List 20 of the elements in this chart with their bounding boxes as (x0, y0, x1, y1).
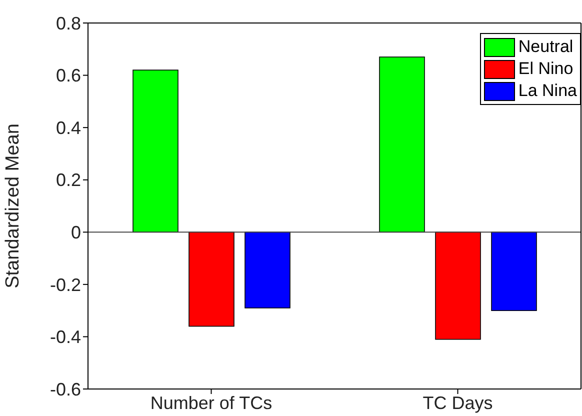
bar (435, 232, 481, 340)
legend-label: Neutral (518, 37, 574, 57)
y-tick-label: 0 (70, 222, 81, 243)
bar (244, 232, 290, 308)
y-tick-label: 0.6 (56, 66, 81, 86)
y-tick-label: -0.6 (50, 379, 81, 400)
y-tick-label: 0.4 (56, 118, 81, 138)
y-tick-label: -0.2 (50, 274, 81, 295)
y-tick-label: 0.2 (56, 170, 81, 190)
bar (132, 70, 178, 233)
y-tick-label: -0.4 (50, 327, 81, 348)
legend-label: El Nino (518, 59, 574, 79)
y-tick-label: 0.8 (56, 13, 81, 34)
bar (491, 232, 537, 311)
x-tick-label: TC Days (422, 392, 493, 413)
bar (379, 56, 425, 233)
bar (188, 232, 234, 327)
legend-label: La Nina (518, 81, 577, 101)
x-tick-label: Number of TCs (150, 392, 272, 413)
y-axis-title: Standardized Mean (2, 124, 24, 288)
